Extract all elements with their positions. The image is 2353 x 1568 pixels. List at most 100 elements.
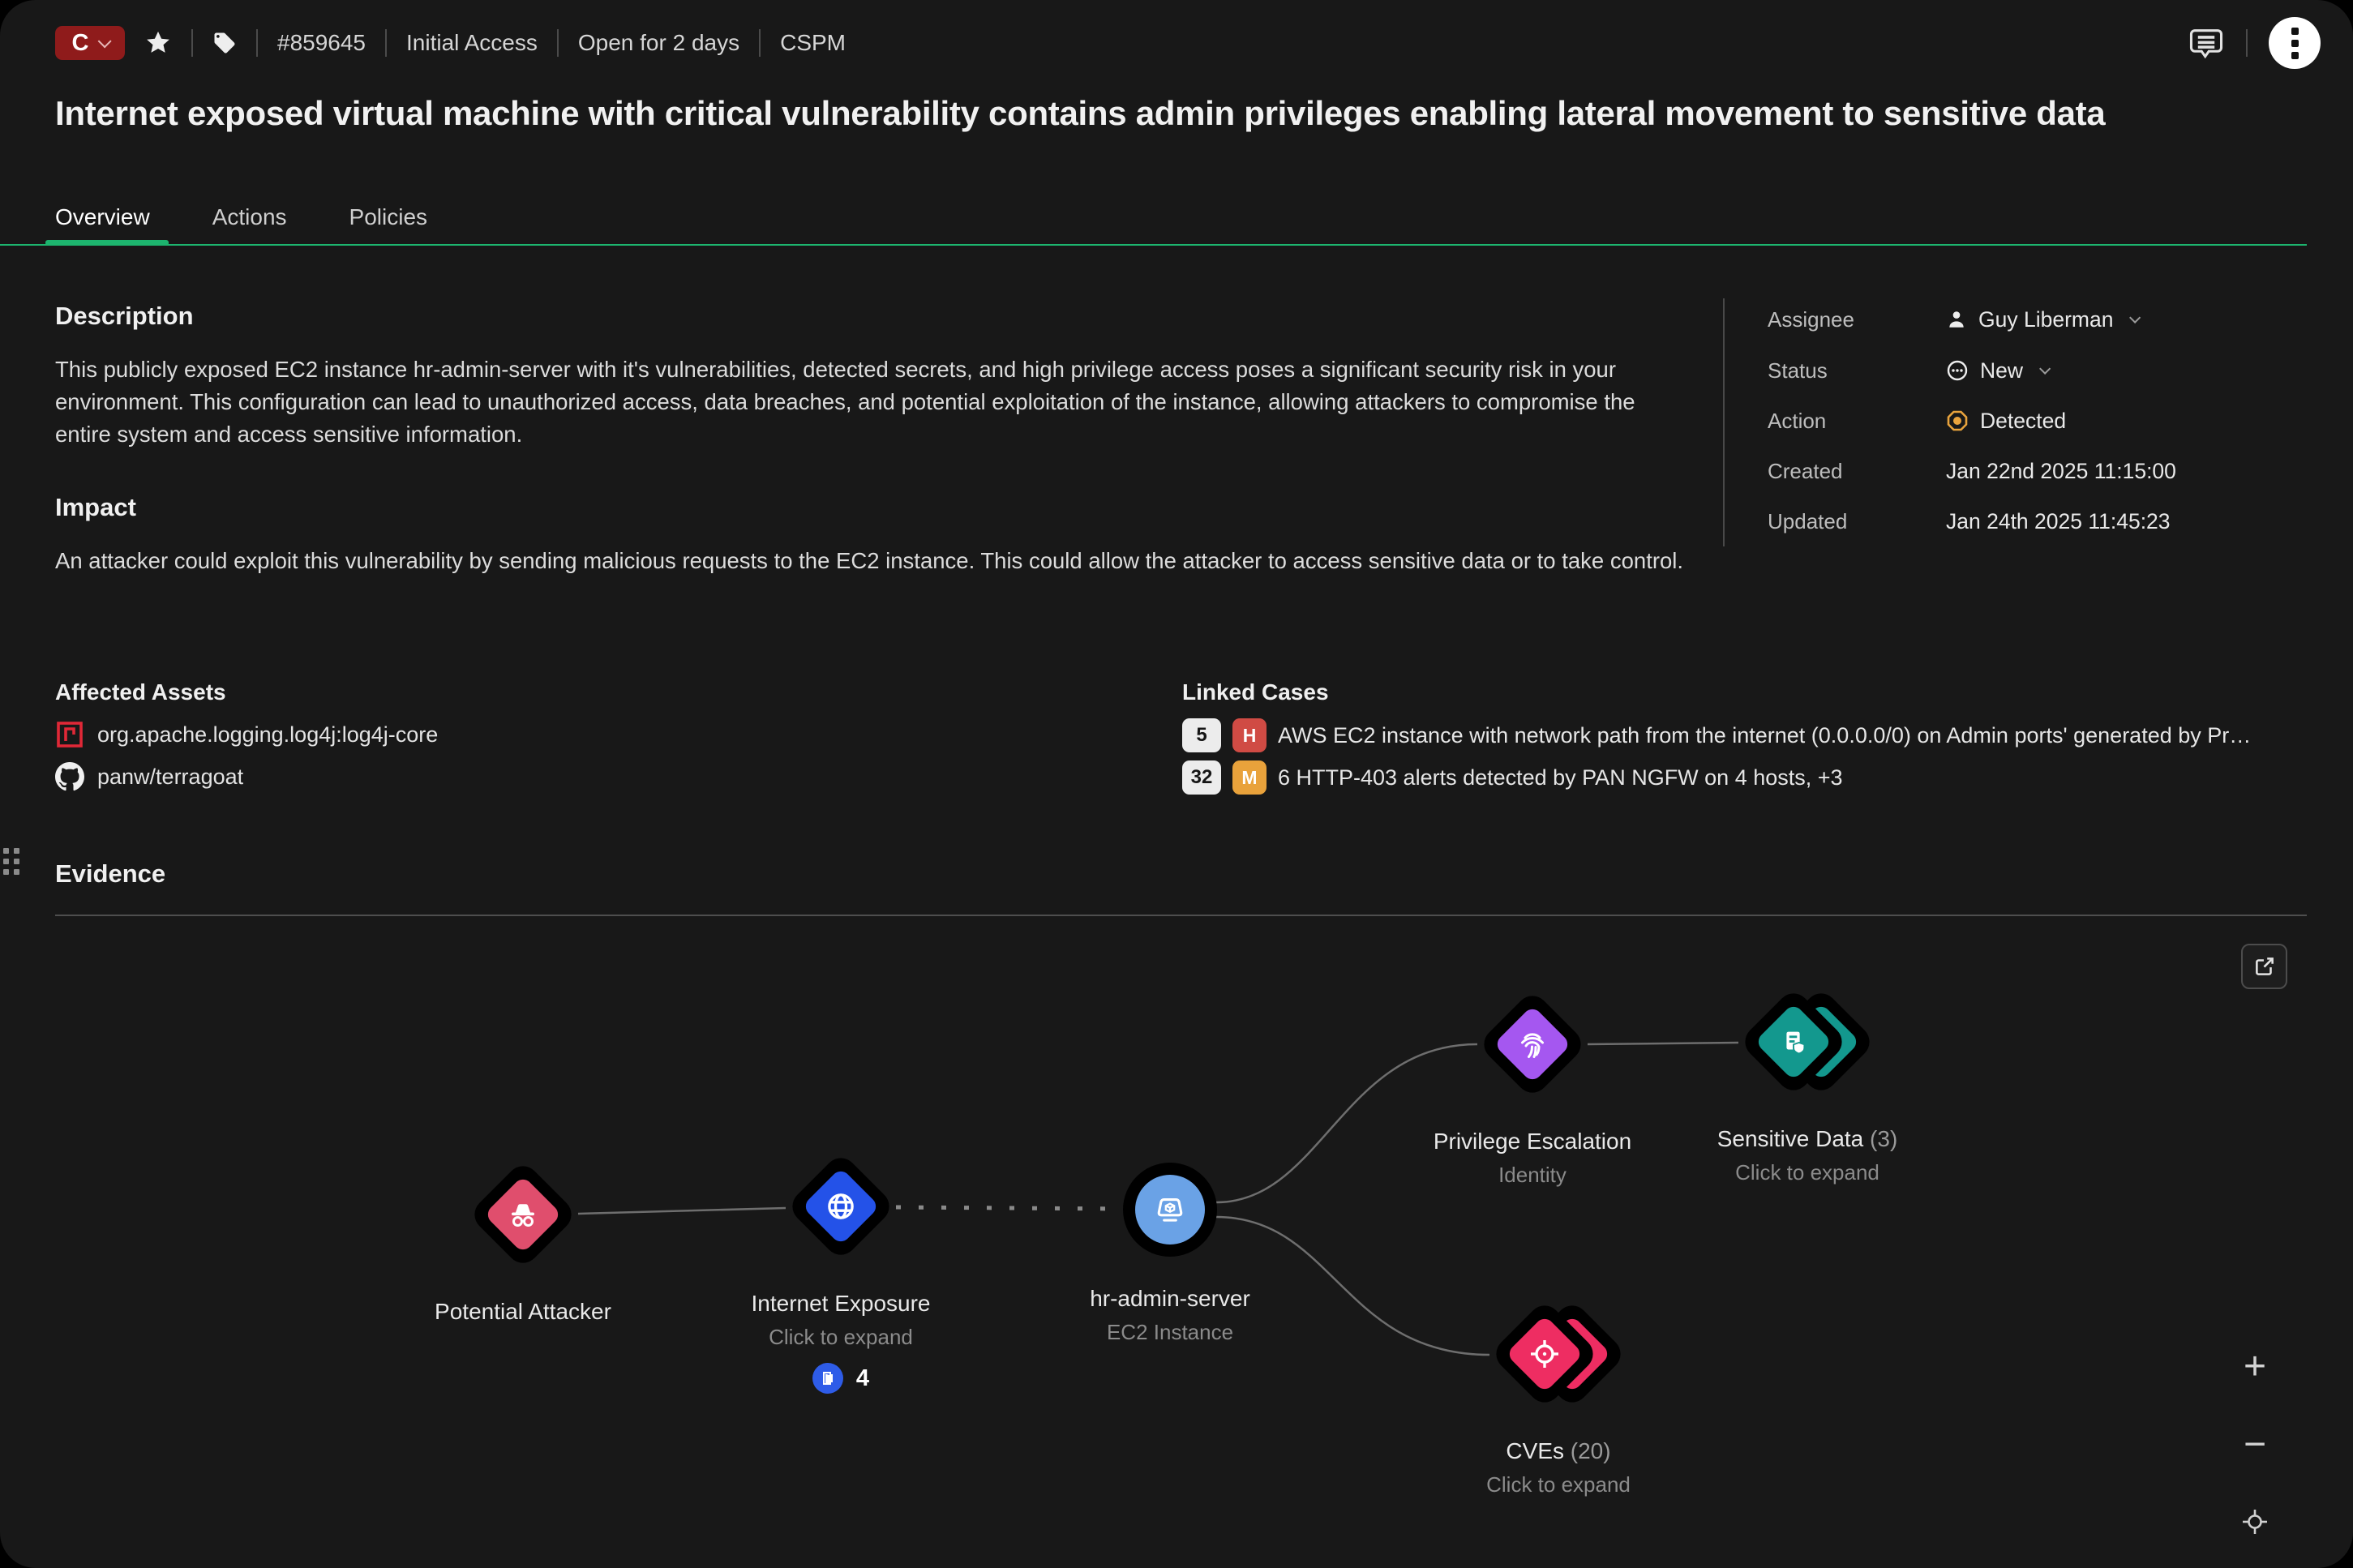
- impact-body: An attacker could exploit this vulnerabi…: [55, 548, 1684, 573]
- user-icon: [1949, 311, 1964, 328]
- node-sensitive-data[interactable]: Sensitive Data (3) Click to expand: [1645, 987, 1969, 1185]
- star-icon[interactable]: [144, 29, 172, 57]
- node-label: hr-admin-server: [1090, 1286, 1250, 1311]
- open-duration: Open for 2 days: [577, 30, 740, 55]
- status-value: New: [1980, 358, 2024, 383]
- separator: [191, 29, 193, 57]
- asset-row-log4j[interactable]: org.apache.logging.log4j:log4j-core: [55, 720, 438, 749]
- linked-case-title: 6 HTTP-403 alerts detected by PAN NGFW o…: [1278, 765, 1843, 790]
- alert-count-badge: 32: [1182, 760, 1221, 795]
- badge-count: 4: [855, 1365, 870, 1391]
- impact-heading: Impact: [55, 493, 136, 521]
- separator: [759, 29, 761, 57]
- case-id: #859645: [277, 30, 366, 55]
- node-expand-hint: Click to expand: [769, 1325, 913, 1349]
- github-icon: [55, 762, 84, 791]
- linked-cases-heading: Linked Cases: [1182, 679, 1329, 705]
- case-topbar: C #859645 Initial Access Open for 2 days…: [55, 24, 846, 62]
- page-title: Internet exposed virtual machine with cr…: [55, 94, 2106, 132]
- status-new-icon: [1947, 360, 1968, 381]
- updated-label: Updated: [1768, 508, 1848, 533]
- tab-actions[interactable]: Actions: [212, 204, 287, 229]
- kebab-dot: [2291, 51, 2299, 59]
- open-ports-badge[interactable]: 4: [679, 1363, 1003, 1394]
- assignee-dropdown[interactable]: Guy Liberman: [1946, 307, 2141, 332]
- door-icon: [812, 1363, 843, 1394]
- affected-assets-heading: Affected Assets: [55, 679, 226, 705]
- globe-icon: [822, 1188, 859, 1225]
- incognito-icon: [505, 1197, 541, 1232]
- node-hr-admin-server[interactable]: hr-admin-server EC2 Instance: [1008, 1163, 1332, 1345]
- chevron-down-icon: [2129, 311, 2141, 323]
- node-expand-hint: Click to expand: [1486, 1472, 1631, 1497]
- asset-row-github[interactable]: panw/terragoat: [55, 762, 243, 791]
- separator: [556, 29, 559, 57]
- created-label: Created: [1768, 458, 1843, 483]
- action-label: Action: [1768, 408, 1827, 433]
- node-cves[interactable]: CVEs (20) Click to expand: [1396, 1299, 1721, 1497]
- action-row: Action Detected: [1768, 405, 2335, 437]
- node-potential-attacker[interactable]: Potential Attacker: [361, 1159, 685, 1325]
- evidence-divider: [55, 915, 2307, 916]
- tab-overview[interactable]: Overview: [55, 204, 150, 229]
- node-expand-hint: Click to expand: [1735, 1160, 1879, 1185]
- action-value: Detected: [1980, 408, 2067, 433]
- node-label: CVEs (20): [1506, 1438, 1611, 1463]
- open-in-new-icon: [2255, 958, 2274, 975]
- created-row: Created Jan 22nd 2025 11:15:00: [1768, 455, 2335, 487]
- kebab-dot: [2291, 39, 2299, 47]
- node-type-label: EC2 Instance: [1106, 1320, 1234, 1344]
- source-label: CSPM: [780, 30, 846, 55]
- alert-count-badge: 5: [1182, 718, 1221, 752]
- section-drag-handle[interactable]: [3, 848, 19, 875]
- fingerprint-icon: [1515, 1026, 1550, 1062]
- created-value: Jan 22nd 2025 11:15:00: [1946, 458, 2176, 483]
- comments-icon[interactable]: [2188, 24, 2225, 62]
- updated-value: Jan 24th 2025 11:45:23: [1946, 508, 2171, 533]
- status-label: Status: [1768, 358, 1828, 383]
- tab-policies[interactable]: Policies: [349, 204, 428, 229]
- severity-badge-medium: M: [1232, 760, 1267, 795]
- target-icon: [1527, 1336, 1562, 1372]
- ec2-instance-icon: [1150, 1189, 1190, 1230]
- asset-label: org.apache.logging.log4j:log4j-core: [97, 722, 439, 747]
- linked-case-title: AWS EC2 instance with network path from …: [1278, 722, 2252, 748]
- node-label: Internet Exposure: [751, 1291, 931, 1316]
- severity-dropdown[interactable]: C: [55, 26, 125, 60]
- more-actions-menu[interactable]: [2269, 17, 2321, 69]
- active-tab-indicator: [45, 240, 169, 246]
- kebab-dot: [2291, 27, 2299, 35]
- zoom-in-button[interactable]: +: [2243, 1345, 2267, 1388]
- separator: [385, 29, 388, 57]
- node-label: Privilege Escalation: [1433, 1129, 1632, 1154]
- description-body: This publicly exposed EC2 instance hr-ad…: [55, 357, 1635, 447]
- node-label: Potential Attacker: [435, 1299, 611, 1324]
- status-row: Status New: [1768, 354, 2335, 387]
- node-count: (20): [1570, 1438, 1611, 1463]
- node-internet-exposure[interactable]: Internet Exposure Click to expand 4: [679, 1151, 1003, 1394]
- assignee-label: Assignee: [1768, 306, 1854, 332]
- node-label: Sensitive Data (3): [1717, 1126, 1898, 1151]
- separator: [2246, 29, 2248, 57]
- evidence-heading: Evidence: [55, 859, 166, 888]
- linked-case-row[interactable]: 5 H AWS EC2 instance with network path f…: [1182, 718, 2251, 752]
- zoom-out-button[interactable]: −: [2243, 1423, 2267, 1466]
- separator: [256, 29, 258, 57]
- recenter-button[interactable]: [2235, 1505, 2275, 1546]
- details-divider: [1723, 298, 1725, 546]
- open-graph-fullscreen-button[interactable]: [2241, 944, 2287, 989]
- topbar-actions: [2188, 15, 2321, 71]
- linked-case-row[interactable]: 32 M 6 HTTP-403 alerts detected by PAN N…: [1182, 760, 1843, 795]
- node-privilege-escalation[interactable]: Privilege Escalation Identity: [1370, 989, 1695, 1188]
- status-dropdown[interactable]: New: [1946, 358, 2051, 383]
- assignee-row: Assignee Guy Liberman: [1768, 303, 2335, 336]
- tab-bar-divider: [0, 244, 2307, 246]
- chevron-down-icon: [98, 34, 113, 49]
- node-count: (3): [1870, 1126, 1898, 1151]
- asset-label: panw/terragoat: [97, 764, 244, 789]
- updated-row: Updated Jan 24th 2025 11:45:23: [1768, 505, 2335, 538]
- tag-icon[interactable]: [212, 31, 237, 55]
- log4j-icon: [57, 722, 83, 748]
- action-value-group: Detected: [1946, 409, 2066, 434]
